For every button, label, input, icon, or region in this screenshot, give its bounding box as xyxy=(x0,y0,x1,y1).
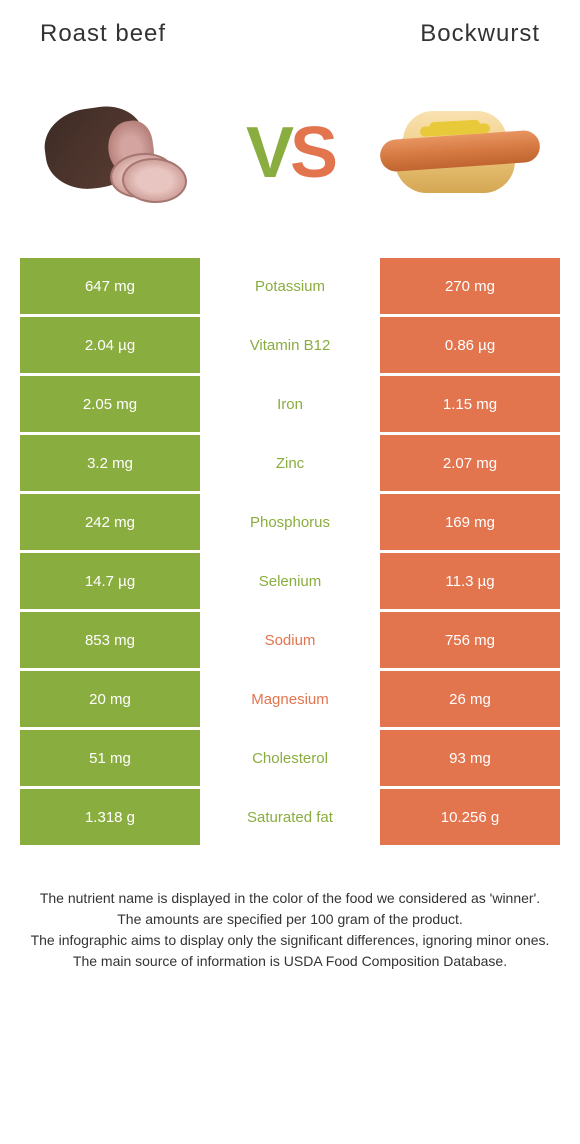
left-value: 2.04 µg xyxy=(20,317,200,373)
right-value: 26 mg xyxy=(380,671,560,727)
right-value: 169 mg xyxy=(380,494,560,550)
footnote-line: The infographic aims to display only the… xyxy=(30,930,550,951)
left-food-title: Roast beef xyxy=(40,20,166,48)
left-value: 2.05 mg xyxy=(20,376,200,432)
table-row: 14.7 µgSelenium11.3 µg xyxy=(20,553,560,609)
header: Roast beef Bockwurst xyxy=(0,0,580,58)
nutrient-label: Cholesterol xyxy=(200,730,380,786)
nutrient-label: Vitamin B12 xyxy=(200,317,380,373)
footnote-line: The amounts are specified per 100 gram o… xyxy=(30,909,550,930)
nutrient-label: Saturated fat xyxy=(200,789,380,845)
table-row: 2.04 µgVitamin B120.86 µg xyxy=(20,317,560,373)
roast-beef-image xyxy=(30,88,210,218)
nutrient-label: Zinc xyxy=(200,435,380,491)
right-food-title: Bockwurst xyxy=(420,20,540,48)
footnote-line: The nutrient name is displayed in the co… xyxy=(30,888,550,909)
table-row: 853 mgSodium756 mg xyxy=(20,612,560,668)
right-value: 10.256 g xyxy=(380,789,560,845)
right-value: 270 mg xyxy=(380,258,560,314)
vs-label: VS xyxy=(246,112,334,194)
nutrient-label: Magnesium xyxy=(200,671,380,727)
right-value: 2.07 mg xyxy=(380,435,560,491)
table-row: 20 mgMagnesium26 mg xyxy=(20,671,560,727)
vs-v: V xyxy=(246,113,290,193)
left-value: 20 mg xyxy=(20,671,200,727)
left-value: 3.2 mg xyxy=(20,435,200,491)
nutrient-label: Iron xyxy=(200,376,380,432)
nutrient-label: Phosphorus xyxy=(200,494,380,550)
table-row: 647 mgPotassium270 mg xyxy=(20,258,560,314)
nutrient-label: Sodium xyxy=(200,612,380,668)
right-value: 0.86 µg xyxy=(380,317,560,373)
table-row: 2.05 mgIron1.15 mg xyxy=(20,376,560,432)
nutrient-label: Potassium xyxy=(200,258,380,314)
table-row: 242 mgPhosphorus169 mg xyxy=(20,494,560,550)
table-row: 3.2 mgZinc2.07 mg xyxy=(20,435,560,491)
vs-s: S xyxy=(290,113,334,193)
left-value: 242 mg xyxy=(20,494,200,550)
right-value: 756 mg xyxy=(380,612,560,668)
left-value: 647 mg xyxy=(20,258,200,314)
table-row: 1.318 gSaturated fat10.256 g xyxy=(20,789,560,845)
right-value: 1.15 mg xyxy=(380,376,560,432)
hero-row: VS xyxy=(0,58,580,258)
right-value: 11.3 µg xyxy=(380,553,560,609)
left-value: 14.7 µg xyxy=(20,553,200,609)
footnote: The nutrient name is displayed in the co… xyxy=(0,848,580,972)
right-value: 93 mg xyxy=(380,730,560,786)
table-row: 51 mgCholesterol93 mg xyxy=(20,730,560,786)
comparison-table: 647 mgPotassium270 mg2.04 µgVitamin B120… xyxy=(0,258,580,845)
nutrient-label: Selenium xyxy=(200,553,380,609)
footnote-line: The main source of information is USDA F… xyxy=(30,951,550,972)
bockwurst-image xyxy=(370,88,550,218)
left-value: 1.318 g xyxy=(20,789,200,845)
left-value: 51 mg xyxy=(20,730,200,786)
left-value: 853 mg xyxy=(20,612,200,668)
